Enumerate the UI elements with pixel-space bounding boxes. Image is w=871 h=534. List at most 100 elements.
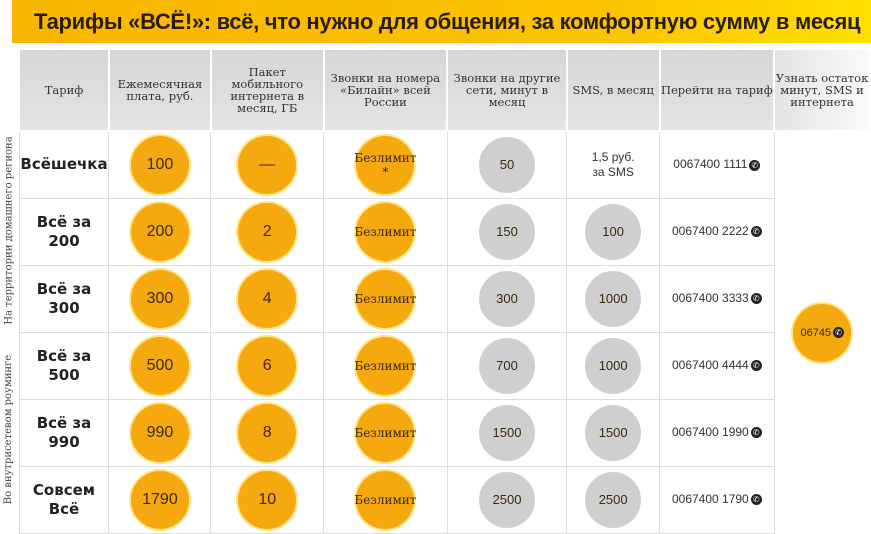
ussd-code[interactable]: 0067400 3333 (671, 291, 749, 305)
tariff-name: Всёшечка (18, 130, 110, 199)
side-label-text: На территории домашнего региона (3, 135, 15, 325)
other-calls-cell: 700 (446, 331, 568, 400)
other-calls-cell: 150 (446, 197, 568, 266)
tariffs-table: Тариф Ежемесячная плата, руб. Пакет мобиль… (18, 48, 871, 534)
table-row: Всёшечка 100 — Безлимит * 50 1,5 руб. за… (18, 130, 870, 362)
other-calls-badge: 700 (478, 337, 535, 394)
other-calls-badge: 150 (478, 203, 535, 260)
sms-badge: 100 (585, 203, 642, 260)
internet-cell: — (210, 130, 325, 199)
balance-code[interactable]: 06745 (800, 326, 832, 339)
fee-cell: 200 (108, 197, 212, 266)
beeline-calls-cell: Безлимит (323, 398, 448, 467)
fee-badge: 100 (130, 135, 189, 194)
internet-cell: 4 (210, 264, 325, 333)
sms-cell: 1500 (566, 398, 661, 467)
column-header: SMS, в месяц (565, 48, 661, 132)
column-header: Пакет мобильного интернета в месяц, ГБ (209, 48, 325, 132)
switch-tariff-code[interactable]: 0067400 3333 ✆ (659, 264, 775, 333)
fee-cell: 990 (108, 398, 212, 467)
beeline-calls-badge: Безлимит (354, 202, 416, 261)
fee-cell: 1790 (108, 465, 212, 534)
fee-cell: 100 (108, 130, 212, 199)
column-header: Ежемесячная плата, руб. (107, 48, 212, 132)
other-calls-badge: 300 (478, 270, 535, 327)
other-calls-badge: 1500 (478, 404, 535, 461)
other-calls-cell: 1500 (446, 398, 568, 467)
tariff-name: Всё за 300 (18, 264, 110, 333)
phone-icon: ✆ (750, 494, 762, 506)
sms-cell: 1000 (566, 264, 661, 333)
internet-badge: — (238, 135, 297, 194)
ussd-code[interactable]: 0067400 1990 (671, 425, 749, 439)
phone-icon: ✆ (750, 360, 762, 372)
ussd-code[interactable]: 0067400 2222 (671, 224, 749, 238)
sms-cell: 1000 (566, 331, 661, 400)
fee-badge: 1790 (130, 470, 189, 529)
fee-cell: 500 (108, 331, 212, 400)
beeline-calls-badge: Безлимит (354, 269, 416, 328)
table-row: Всё за 990 990 8 Безлимит 1500 1500 0067… (18, 398, 870, 467)
internet-cell: 8 (210, 398, 325, 467)
fee-badge: 990 (130, 403, 189, 462)
beeline-calls-cell: Безлимит (323, 197, 448, 266)
other-calls-badge: 50 (478, 136, 535, 193)
internet-cell: 2 (210, 197, 325, 266)
sms-badge: 1500 (585, 404, 642, 461)
sms-badge: 1000 (585, 337, 642, 394)
internet-cell: 6 (210, 331, 325, 400)
phone-icon: ✆ (750, 293, 762, 305)
sms-badge: 1000 (585, 270, 642, 327)
internet-badge: 10 (238, 470, 297, 529)
beeline-calls-badge: Безлимит (354, 470, 416, 529)
column-header: Перейти на тариф (658, 48, 776, 132)
switch-tariff-code[interactable]: 0067400 1990 ✆ (659, 398, 775, 467)
ussd-code[interactable]: 0067400 1790 (671, 492, 749, 506)
side-label-roaming: Во внутрисетевом роуминге (0, 330, 18, 529)
page-title: Тарифы «ВСЁ!»: всё, что нужно для общени… (12, 0, 871, 43)
column-header: Тариф (18, 48, 110, 132)
balance-check-cell: 06745 ✆ (774, 131, 870, 533)
phone-icon: ✆ (750, 226, 762, 238)
beeline-calls-badge: Безлимит * (354, 135, 416, 194)
switch-tariff-code[interactable]: 0067400 2222 ✆ (659, 197, 775, 266)
switch-tariff-code[interactable]: 0067400 1790 ✆ (659, 465, 775, 534)
tariff-name: Совсем Всё (18, 465, 110, 534)
ussd-code[interactable]: 0067400 1111 (673, 157, 748, 172)
beeline-calls-badge: Безлимит (354, 336, 416, 395)
fee-badge: 300 (130, 269, 189, 328)
phone-icon: ✆ (833, 327, 845, 338)
ussd-code[interactable]: 0067400 4444 (671, 358, 749, 372)
balance-code-badge[interactable]: 06745 ✆ (793, 303, 852, 362)
other-calls-cell: 50 (446, 130, 568, 199)
column-header: Узнать остаток минут, SMS и интернета (773, 48, 871, 132)
tariff-name: Всё за 990 (18, 398, 110, 467)
sms-cell: 1,5 руб. за SMS (566, 130, 661, 199)
table-row: Совсем Всё 1790 10 Безлимит 2500 2500 00… (18, 465, 870, 534)
internet-badge: 2 (238, 202, 297, 261)
sms-value: 1,5 руб. за SMS (591, 149, 635, 179)
beeline-calls-cell: Безлимит * (323, 130, 448, 199)
other-calls-cell: 300 (446, 264, 568, 333)
table-row: Всё за 200 200 2 Безлимит 150 100 006740… (18, 197, 870, 266)
phone-icon: ✆ (750, 427, 762, 439)
column-header: Звонки на другие сети, минут в месяц (446, 48, 568, 132)
tariff-name: Всё за 500 (18, 331, 110, 400)
fee-cell: 300 (108, 264, 212, 333)
internet-cell: 10 (210, 465, 325, 534)
sms-cell: 2500 (566, 465, 661, 534)
internet-badge: 8 (238, 403, 297, 462)
table-row: Всё за 300 300 4 Безлимит 300 1000 00674… (18, 264, 870, 333)
side-label-text: Во внутрисетевом роуминге (3, 354, 15, 505)
other-calls-cell: 2500 (446, 465, 568, 534)
beeline-calls-cell: Безлимит (323, 331, 448, 400)
beeline-calls-cell: Безлимит (323, 465, 448, 534)
other-calls-badge: 2500 (478, 471, 535, 528)
sms-badge: 2500 (585, 471, 642, 528)
internet-badge: 6 (238, 336, 297, 395)
column-header: Звонки на номера «Билайн» всей России (322, 48, 449, 132)
phone-icon: ✆ (749, 159, 761, 171)
tariff-name: Всё за 200 (18, 197, 110, 266)
switch-tariff-code[interactable]: 0067400 4444 ✆ (659, 331, 775, 400)
switch-tariff-code[interactable]: 0067400 1111 ✆ (659, 130, 775, 199)
